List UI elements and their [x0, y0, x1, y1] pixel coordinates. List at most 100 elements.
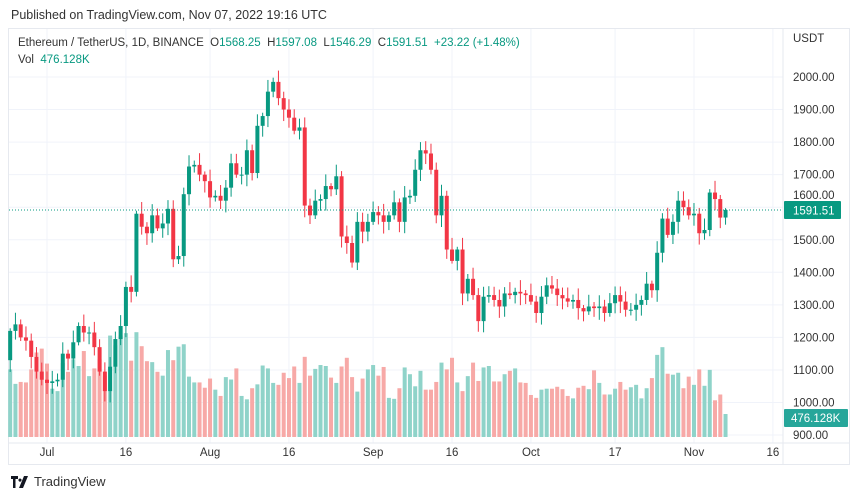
- candle-body: [371, 212, 376, 222]
- candle-body: [581, 308, 586, 312]
- volume-bar: [655, 354, 660, 437]
- volume-bar: [592, 370, 597, 437]
- volume-bar: [634, 384, 639, 437]
- volume-bar: [308, 375, 312, 437]
- volume-bar: [465, 376, 470, 437]
- volume-bar: [229, 379, 234, 437]
- candle-body: [386, 215, 391, 222]
- candle-body: [613, 295, 618, 304]
- candle-body: [323, 186, 328, 200]
- volume-bar: [176, 346, 181, 437]
- symbol-legend: Ethereum / TetherUS, 1D, BINANCE O1568.2…: [18, 35, 520, 69]
- candle-body: [528, 295, 533, 302]
- volume-bar: [160, 375, 165, 437]
- candle-body: [302, 127, 307, 206]
- candle-body: [549, 285, 554, 289]
- candle-body: [276, 81, 281, 99]
- footer-brand[interactable]: TradingView: [11, 474, 106, 489]
- candle-body: [213, 195, 218, 198]
- candle-body: [29, 340, 34, 357]
- candle-body: [365, 221, 370, 232]
- candle-body: [534, 301, 539, 313]
- candle-body: [460, 249, 465, 294]
- y-tick-label: 1800.00: [793, 137, 835, 149]
- volume-bar: [292, 366, 297, 437]
- candle-body: [66, 353, 71, 359]
- candle-body: [155, 215, 160, 229]
- candle-body: [329, 186, 334, 190]
- volume-bar: [144, 361, 149, 437]
- candle-body: [718, 199, 723, 218]
- low-value: 1546.29: [329, 37, 372, 49]
- candle-body: [318, 199, 323, 201]
- last-volume-badge: [784, 409, 848, 427]
- volume-label: Vol: [18, 54, 34, 66]
- y-tick-label: 1600.00: [793, 190, 835, 202]
- volume-bar: [681, 388, 686, 437]
- candle-body: [476, 295, 481, 322]
- candle-body: [292, 117, 297, 131]
- volume-bar: [334, 382, 339, 437]
- volume-bar: [255, 384, 260, 437]
- footer-brand-name: TradingView: [34, 474, 106, 489]
- volume-bar: [92, 368, 97, 437]
- volume-bar: [371, 365, 376, 437]
- volume-bar: [355, 391, 360, 437]
- volume-bar: [360, 378, 365, 437]
- y-tick-label: 1400.00: [793, 267, 835, 279]
- candle-body: [444, 195, 449, 250]
- y-tick-label: 2000.00: [793, 72, 835, 84]
- volume-bar: [549, 388, 554, 437]
- candle-body: [355, 221, 360, 263]
- volume-bar: [197, 382, 202, 437]
- volume-bar: [723, 414, 728, 437]
- candle-body: [660, 218, 665, 253]
- candle-body: [676, 200, 681, 222]
- volume-bar: [71, 359, 76, 437]
- candle-body: [344, 236, 349, 244]
- candle-body: [392, 202, 397, 216]
- volume-bar: [344, 357, 349, 437]
- candle-body: [118, 326, 123, 340]
- candle-body: [229, 163, 234, 188]
- low-label: L: [323, 37, 330, 49]
- volume-bar: [97, 359, 102, 437]
- currency-label: USDT: [793, 33, 824, 45]
- candle-body: [350, 243, 355, 263]
- symbol-name[interactable]: Ethereum / TetherUS, 1D, BINANCE: [18, 37, 204, 49]
- candle-body: [197, 164, 202, 175]
- published-note: Published on TradingView.com, Nov 07, 20…: [11, 8, 327, 22]
- candle-body: [634, 304, 639, 310]
- last-price-label: 1591.51: [793, 205, 835, 217]
- change-value: +23.22 (+1.48%): [434, 37, 520, 49]
- volume-bar: [713, 400, 718, 437]
- volume-bar: [507, 370, 512, 437]
- volume-bar: [50, 388, 55, 437]
- x-tick-label: Oct: [522, 447, 541, 459]
- candle-body: [71, 342, 76, 359]
- candle-body: [260, 116, 265, 126]
- volume-bar: [613, 388, 618, 437]
- volume-bar: [281, 372, 286, 437]
- volume-bar: [586, 389, 591, 437]
- volume-bar: [134, 332, 139, 437]
- volume-bar: [87, 376, 92, 437]
- volume-bar: [460, 391, 465, 437]
- candle-body: [497, 299, 502, 307]
- candle-body: [381, 215, 386, 222]
- candle-body: [76, 326, 81, 343]
- candle-body: [234, 163, 239, 175]
- candle-body: [97, 347, 102, 372]
- volume-bar: [523, 382, 528, 437]
- volume-bar: [76, 365, 81, 437]
- candle-body: [239, 174, 244, 176]
- volume-bar: [286, 378, 291, 437]
- volume-bar: [213, 389, 218, 437]
- volume-bar: [649, 378, 654, 437]
- candle-body: [13, 324, 18, 331]
- candle-body: [181, 194, 186, 257]
- candle-body: [39, 371, 44, 380]
- candle-body: [455, 249, 460, 261]
- volume-bar: [329, 377, 334, 437]
